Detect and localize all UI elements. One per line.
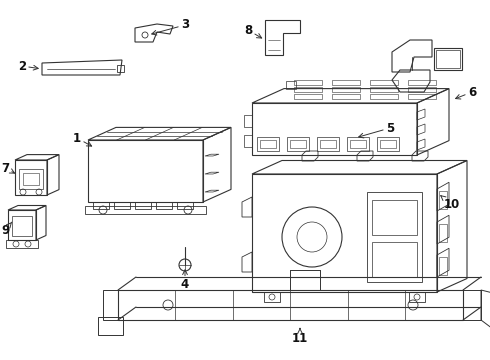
Text: 7: 7	[1, 162, 15, 175]
Bar	[294, 94, 322, 99]
Bar	[257, 137, 279, 151]
Text: 9: 9	[1, 222, 12, 237]
Bar	[436, 50, 460, 68]
Bar	[317, 137, 339, 151]
Bar	[370, 87, 398, 92]
Bar	[439, 191, 447, 209]
Text: 11: 11	[292, 329, 308, 345]
Bar	[6, 240, 38, 248]
Text: 8: 8	[244, 23, 262, 38]
Bar	[290, 140, 306, 148]
Bar	[244, 135, 252, 147]
Bar	[350, 140, 366, 148]
Text: 4: 4	[181, 270, 189, 292]
Bar	[372, 200, 417, 235]
Bar	[135, 202, 151, 209]
Bar	[320, 140, 336, 148]
Bar	[408, 94, 436, 99]
Bar	[434, 48, 462, 70]
Bar	[93, 202, 109, 209]
Bar	[408, 80, 436, 85]
Bar	[260, 140, 276, 148]
Bar	[12, 216, 32, 236]
Bar	[332, 87, 360, 92]
Text: 5: 5	[359, 122, 394, 138]
Text: 2: 2	[18, 59, 38, 72]
Bar	[439, 257, 447, 275]
Bar	[439, 224, 447, 242]
Bar	[370, 94, 398, 99]
Bar	[244, 115, 252, 127]
Bar	[19, 169, 43, 189]
Bar	[408, 87, 436, 92]
Text: 10: 10	[441, 195, 460, 211]
Bar	[347, 137, 369, 151]
Text: 1: 1	[73, 131, 92, 146]
Text: 6: 6	[456, 85, 476, 99]
Bar	[85, 206, 206, 214]
Bar	[332, 80, 360, 85]
Bar	[380, 140, 396, 148]
Bar	[372, 242, 417, 277]
Bar	[114, 202, 130, 209]
Bar	[332, 94, 360, 99]
Bar	[118, 290, 463, 320]
Bar	[177, 202, 193, 209]
Bar	[294, 80, 322, 85]
Text: 3: 3	[152, 18, 189, 35]
Bar	[377, 137, 399, 151]
Bar	[287, 137, 309, 151]
Bar	[23, 173, 39, 185]
Bar	[98, 317, 123, 335]
Bar	[367, 192, 422, 282]
Bar	[294, 87, 322, 92]
Bar	[156, 202, 172, 209]
Bar	[370, 80, 398, 85]
